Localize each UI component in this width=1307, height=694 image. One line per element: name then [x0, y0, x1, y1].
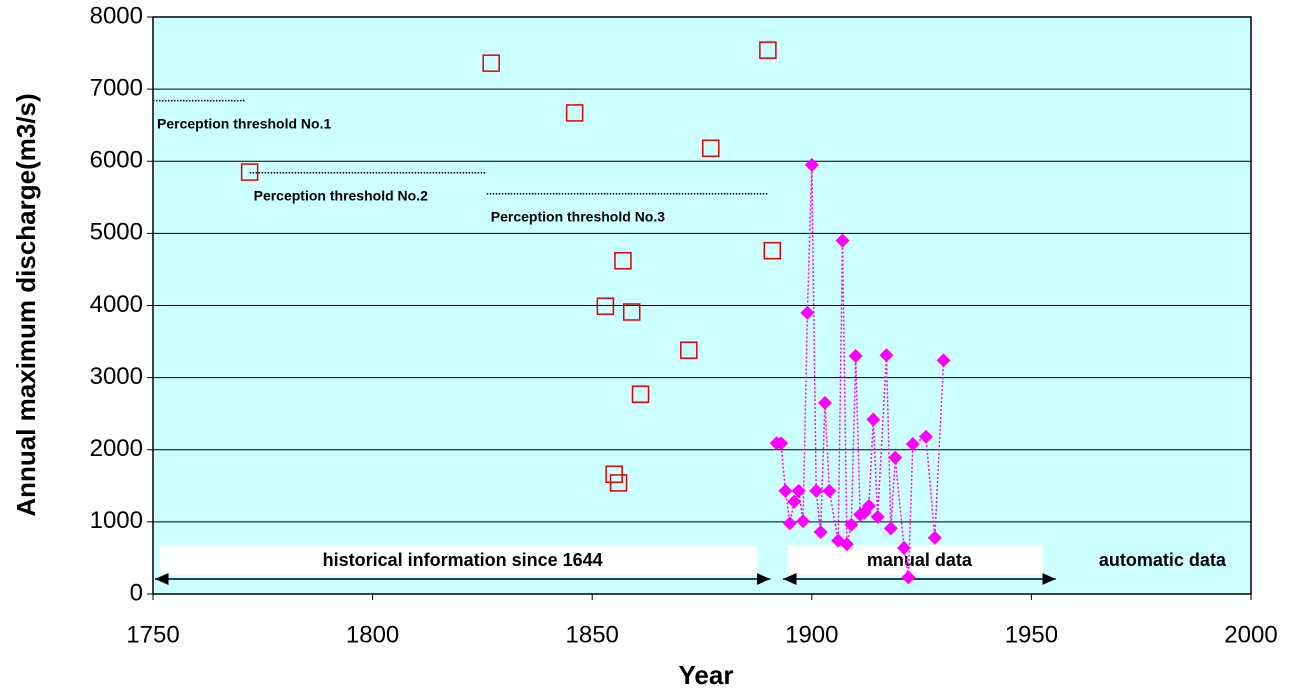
- period-label: manual data: [867, 550, 973, 570]
- diamond-point: [879, 348, 894, 363]
- square-point: [596, 297, 615, 315]
- diamond-point: [787, 494, 802, 509]
- square-point: [622, 303, 641, 321]
- diamond-point: [905, 436, 920, 451]
- y-tick-label: 5000: [90, 219, 143, 246]
- diamond-point: [822, 483, 837, 498]
- y-tick-label: 6000: [90, 147, 143, 174]
- threshold-label: Perception threshold No.1: [157, 115, 331, 131]
- period-box: [788, 545, 1043, 575]
- square-point: [565, 104, 584, 122]
- period-label: automatic data: [1099, 550, 1227, 570]
- y-tick-label: 0: [130, 579, 143, 606]
- diamond-point: [870, 509, 885, 524]
- diamond-point: [888, 450, 903, 465]
- diamond-point: [796, 514, 811, 529]
- diamond-point: [817, 395, 832, 410]
- y-tick-label: 4000: [90, 291, 143, 318]
- diamond-point: [778, 483, 793, 498]
- square-point: [680, 341, 698, 359]
- threshold-label: Perception threshold No.3: [491, 208, 665, 224]
- diamond-point: [813, 524, 828, 539]
- y-tick-label: 7000: [90, 74, 143, 101]
- diamond-point: [839, 537, 854, 552]
- diamond-point: [866, 412, 881, 427]
- y-tick-label: 2000: [90, 435, 143, 462]
- period-label: historical information since 1644: [323, 550, 603, 570]
- x-tick-label: 1750: [126, 621, 179, 648]
- diamond-point: [835, 233, 850, 248]
- diamond-point: [857, 505, 872, 520]
- diamond-point: [782, 516, 797, 531]
- square-point: [631, 385, 650, 403]
- diamond-point: [800, 305, 815, 320]
- x-tick-label: 1950: [1005, 621, 1058, 648]
- diamond-point: [809, 483, 824, 498]
- diamond-point: [844, 517, 859, 532]
- y-tick-label: 1000: [90, 507, 143, 534]
- x-tick-label: 2000: [1224, 621, 1277, 648]
- x-axis-title: Year: [679, 660, 734, 690]
- diamond-point: [861, 499, 876, 514]
- diamond-point: [848, 348, 863, 363]
- square-point: [240, 163, 259, 181]
- diamond-point: [791, 483, 806, 498]
- y-tick-label: 3000: [90, 363, 143, 390]
- period-box: [160, 545, 758, 575]
- square-point: [763, 241, 782, 260]
- x-tick-label: 1850: [566, 621, 619, 648]
- x-tick-label: 1800: [346, 621, 399, 648]
- square-point: [609, 474, 628, 492]
- threshold-label: Perception threshold No.2: [254, 187, 428, 203]
- y-tick-label: 8000: [90, 2, 143, 29]
- diamond-point: [901, 570, 916, 585]
- diamond-point: [927, 530, 942, 545]
- diamond-point: [774, 436, 789, 451]
- plot-border: [152, 16, 1252, 595]
- diamond-point: [918, 429, 933, 444]
- y-axis-title: Annual maximum discharge(m3/s): [11, 93, 41, 516]
- square-point: [759, 41, 777, 59]
- square-point: [482, 54, 500, 72]
- diamond-point: [936, 353, 951, 368]
- square-point: [614, 252, 632, 270]
- square-point: [702, 139, 720, 158]
- diamond-point: [804, 157, 819, 172]
- diamond-point: [897, 540, 912, 555]
- x-tick-label: 1900: [785, 621, 838, 648]
- diamond-point: [883, 521, 898, 536]
